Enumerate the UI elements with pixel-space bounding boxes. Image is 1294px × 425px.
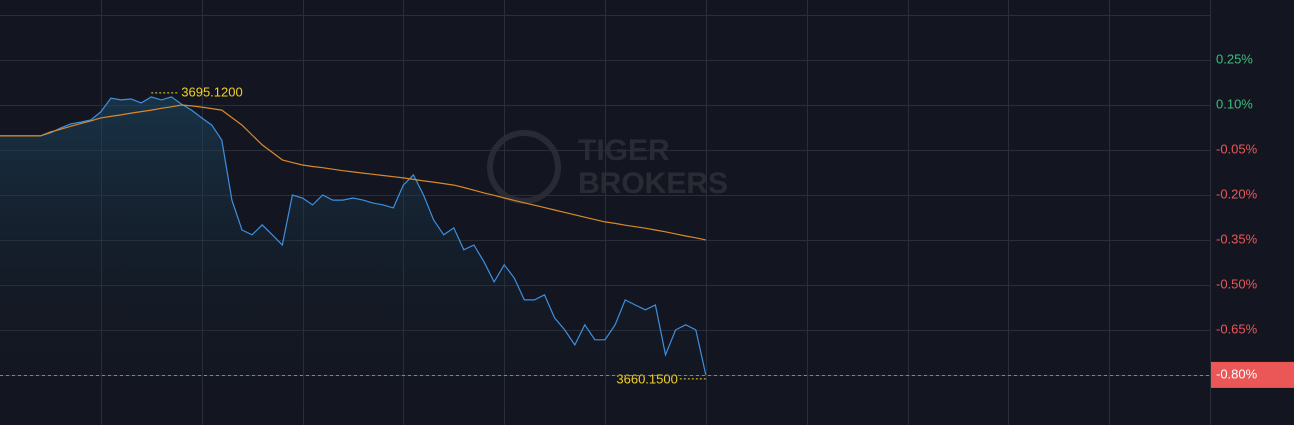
watermark-text: BROKERS <box>578 167 728 200</box>
price-area <box>0 96 706 425</box>
watermark: TIGER BROKERS <box>487 130 728 204</box>
current-price-box <box>1211 361 1294 388</box>
price-line <box>0 96 707 376</box>
high-label: 3695.1200 <box>181 84 242 99</box>
low-label: 3660.1500 <box>616 371 677 386</box>
y-tick-label: -0.65% <box>1216 321 1258 336</box>
watermark-logo <box>487 130 561 204</box>
y-tick-label: -0.80% <box>1216 366 1258 381</box>
y-tick-label: -0.05% <box>1216 141 1258 156</box>
average-line <box>0 104 706 241</box>
y-tick-label: -0.35% <box>1216 231 1258 246</box>
y-tick-label: 0.25% <box>1216 51 1253 66</box>
y-tick-label: -0.50% <box>1216 276 1258 291</box>
y-tick-label: -0.20% <box>1216 186 1258 201</box>
y-tick-label: 0.10% <box>1216 96 1253 111</box>
